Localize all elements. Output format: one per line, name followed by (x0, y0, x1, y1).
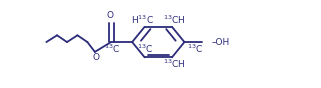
Text: $^{13}$C: $^{13}$C (104, 42, 120, 55)
Text: $^{13}$C: $^{13}$C (137, 42, 153, 55)
Text: $^{13}$CH: $^{13}$CH (163, 14, 186, 26)
Text: $^{13}$C: $^{13}$C (187, 42, 204, 55)
Text: –OH: –OH (211, 38, 230, 47)
Text: O: O (106, 11, 113, 21)
Text: $^{13}$CH: $^{13}$CH (163, 58, 186, 70)
Text: H$^{13}$C: H$^{13}$C (131, 14, 153, 26)
Text: O: O (92, 53, 100, 62)
